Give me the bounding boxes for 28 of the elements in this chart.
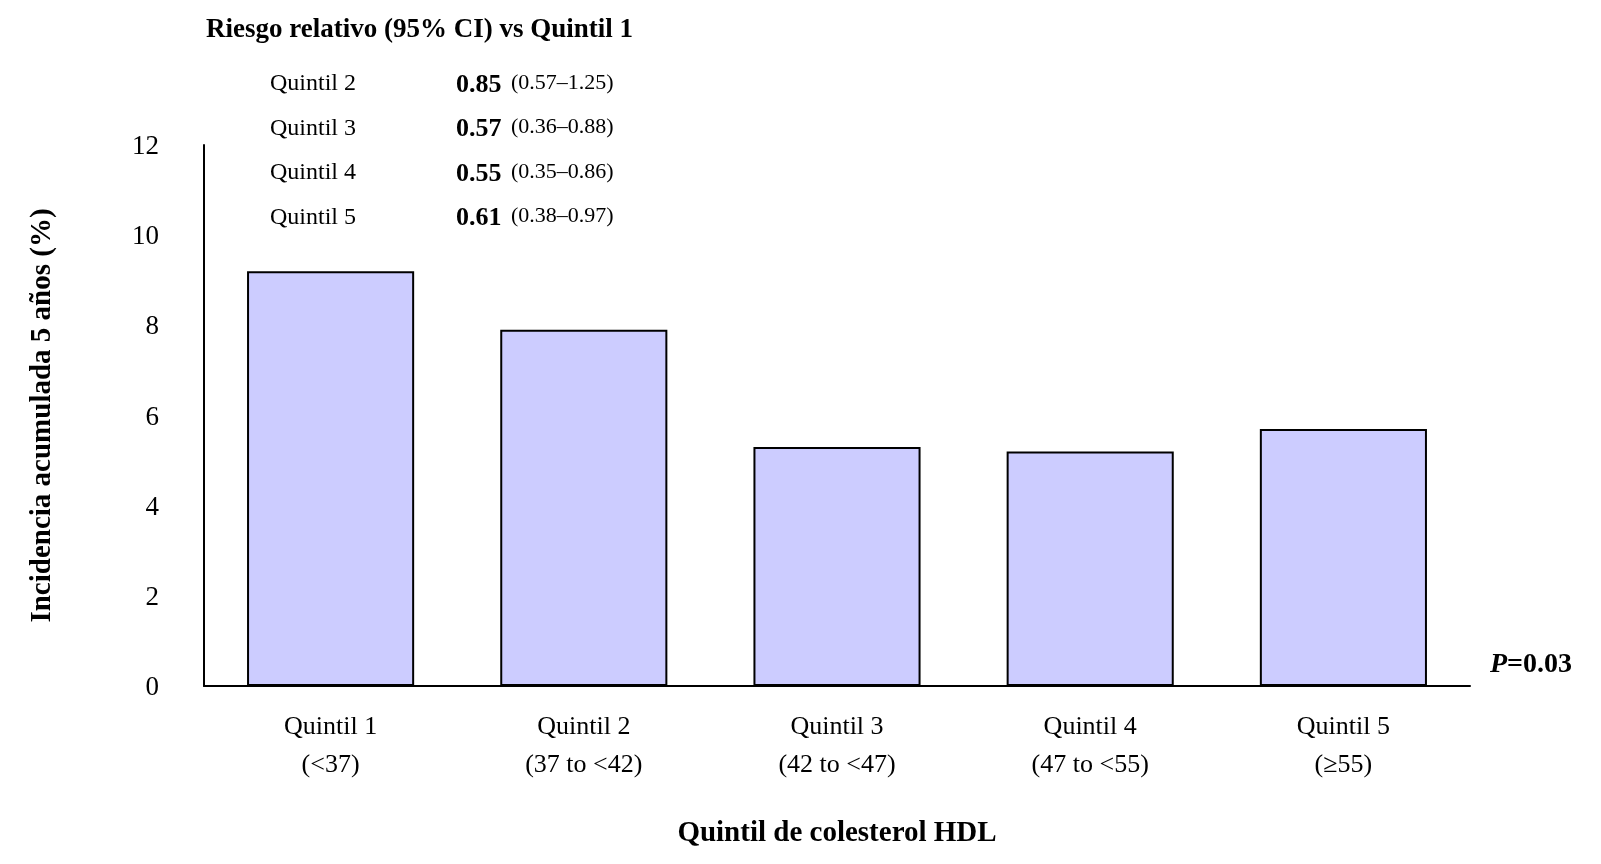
y-axis-title: Incidencia acumulada 5 años (%) — [23, 208, 57, 623]
text: Riesgo relativo (95% CI) vs Quintil 1 — [206, 12, 633, 43]
annotation: 0.55 — [456, 157, 502, 187]
annotation: Quintil 4 — [270, 158, 357, 184]
text: Quintil 2 — [270, 69, 357, 95]
text: Quintil 3 — [270, 113, 357, 140]
text: (0.36–0.88) — [511, 113, 614, 138]
text: (0.57–1.25) — [511, 68, 614, 94]
x-tick-label: Quintil 3 (42 to <47) — [778, 710, 896, 778]
y-tick-label: 4 — [145, 490, 160, 521]
annotation: (0.38–0.97) — [511, 202, 614, 227]
y-tick-label: 0 — [145, 671, 159, 701]
y-tick-label: 12 — [132, 130, 159, 160]
text: P=0.03 — [1489, 646, 1573, 678]
y-tick-label: 2 — [145, 580, 159, 611]
text: 0.85 — [456, 68, 502, 98]
x-tick-label: Quintil 1 (<37) — [284, 710, 378, 778]
x-tick-label: Quintil 4 (47 to <55) — [1031, 710, 1149, 778]
annotation: (0.35–0.86) — [511, 157, 614, 183]
x-tick-label: Quintil 2 (37 to <42) — [525, 710, 643, 778]
x-tick-label: Quintil 5 (≥55) — [1296, 710, 1390, 778]
y-tick-label: 10 — [132, 220, 159, 251]
text: 0.57 — [456, 113, 502, 142]
annotation: Quintil 5 — [270, 202, 357, 229]
y-tick-label: 8 — [145, 310, 159, 341]
y-tick-label: 6 — [145, 400, 159, 431]
annotation: 0.61 — [456, 202, 502, 231]
x-axis-title: Quintil de colesterol HDL — [677, 814, 997, 847]
